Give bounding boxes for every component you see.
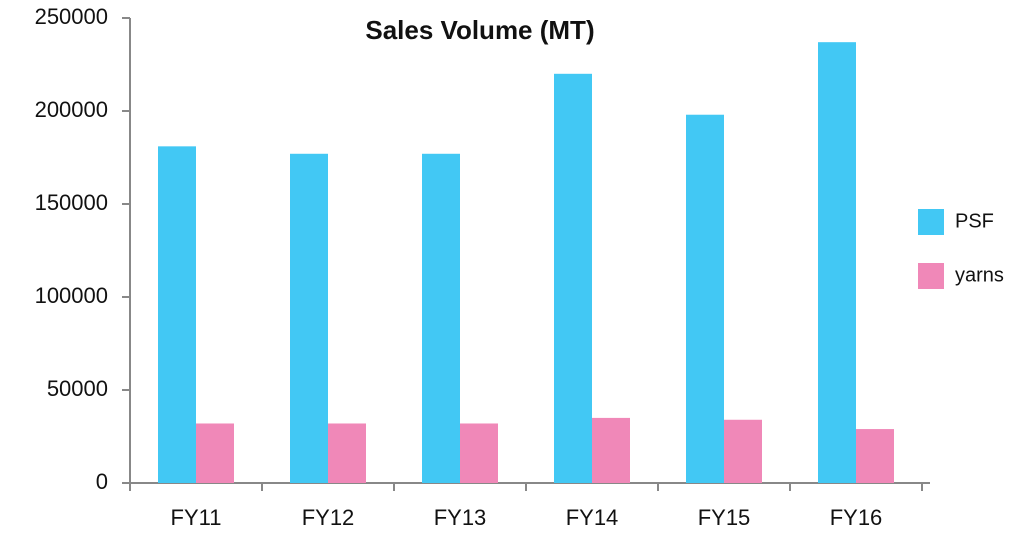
legend-label: yarns [955, 264, 1004, 286]
y-tick-label: 50000 [47, 376, 108, 401]
x-tick-label: FY11 [171, 505, 222, 530]
y-tick-label: 100000 [35, 283, 108, 308]
bar [724, 419, 762, 483]
bar [158, 146, 196, 483]
legend-swatch [918, 209, 944, 235]
y-tick-label: 200000 [35, 97, 108, 122]
bar [290, 153, 328, 483]
y-tick-label: 250000 [35, 4, 108, 29]
bar [818, 42, 856, 484]
legend-label: PSF [955, 210, 994, 232]
bar [856, 429, 894, 483]
legend-swatch [918, 263, 944, 289]
y-tick-label: 150000 [35, 190, 108, 215]
y-tick-label: 0 [96, 469, 108, 494]
bar [460, 423, 498, 483]
bar [422, 153, 460, 483]
bar [686, 114, 724, 483]
x-tick-label: FY13 [434, 505, 487, 530]
x-tick-label: FY15 [698, 505, 751, 530]
bar [196, 423, 234, 483]
bar [554, 73, 592, 484]
x-tick-label: FY12 [302, 505, 355, 530]
bar [328, 423, 366, 483]
chart-title: Sales Volume (MT) [365, 15, 594, 45]
bar [592, 417, 630, 483]
x-tick-label: FY16 [830, 505, 883, 530]
x-tick-label: FY14 [566, 505, 619, 530]
